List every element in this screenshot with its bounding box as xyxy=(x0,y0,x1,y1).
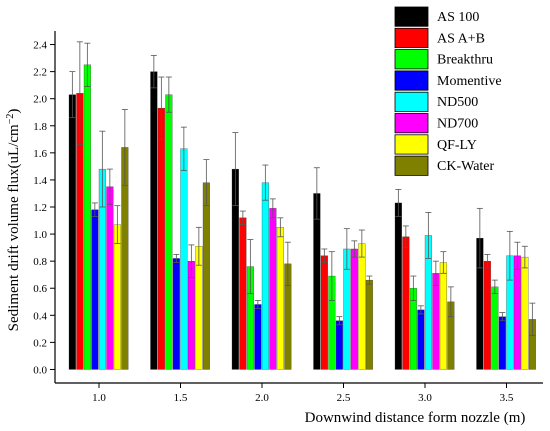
y-ticks: 0.0 0.2 0.4 0.6 0.8 1.0 1.2 1.4 1.6 1.8 2.0 2.2 2.4 xyxy=(33,40,55,376)
legend-swatch xyxy=(394,49,429,70)
bar-as-100 xyxy=(394,202,402,370)
bar-ck-water xyxy=(365,279,373,370)
legend-label: CK-Water xyxy=(437,159,495,174)
bar-as-100 xyxy=(150,71,158,370)
bar-qf-ly xyxy=(276,227,284,370)
legend-label: Breakthru xyxy=(437,53,493,68)
error-bars-layer xyxy=(69,41,536,337)
bar-nd700 xyxy=(350,248,358,370)
legend-label: QF-LY xyxy=(437,138,477,153)
y-tick-label: 0.8 xyxy=(33,256,47,268)
y-axis-label-close: ) xyxy=(6,109,22,114)
y-tick-label: 2.4 xyxy=(33,40,47,52)
bar-momentive xyxy=(254,304,262,370)
y-tick-label: 0.6 xyxy=(33,283,47,295)
bar-ck-water xyxy=(202,182,210,370)
bar-as-a-b xyxy=(157,108,165,370)
bar-as-a-b xyxy=(239,217,247,370)
bar-as-100 xyxy=(68,94,76,370)
y-tick-label: 1.0 xyxy=(33,229,47,241)
y-tick-label: 1.6 xyxy=(33,148,47,160)
y-tick-label: 2.0 xyxy=(33,94,47,106)
y-tick-label: 0.0 xyxy=(33,364,47,376)
bars-layer xyxy=(68,64,536,370)
legend-swatch xyxy=(394,113,429,134)
x-axis-label: Downwind distance form nozzle (m) xyxy=(305,410,526,426)
bar-breakthru xyxy=(165,94,173,370)
bar-nd700 xyxy=(432,273,440,370)
bar-as-a-b xyxy=(402,236,410,370)
y-tick-label: 0.4 xyxy=(33,310,47,322)
legend-label: Momentive xyxy=(437,74,502,89)
bar-breakthru xyxy=(491,286,499,370)
bar-nd700 xyxy=(269,208,277,370)
x-tick-label: 3.5 xyxy=(500,392,514,404)
x-ticks: 1.0 1.5 2.0 2.5 3.0 3.5 xyxy=(92,383,514,404)
bar-nd700 xyxy=(513,255,521,370)
bar-qf-ly xyxy=(439,262,447,370)
legend-swatch xyxy=(394,27,429,48)
bar-momentive xyxy=(498,316,506,370)
bar-momentive xyxy=(335,320,343,370)
legend-swatch xyxy=(394,134,429,155)
bar-momentive xyxy=(417,309,425,370)
legend-label: ND500 xyxy=(437,95,478,110)
legend-label: AS 100 xyxy=(437,10,479,25)
bar-as-a-b xyxy=(483,261,491,370)
legend-swatch xyxy=(394,70,429,91)
y-tick-label: 1.8 xyxy=(33,121,47,133)
x-tick-label: 1.0 xyxy=(92,392,106,404)
y-tick-label: 1.4 xyxy=(33,175,47,187)
legend: AS 100 AS A+B Breakthru Momentive ND500 ND700… xyxy=(394,6,502,176)
y-tick-label: 0.2 xyxy=(33,337,47,349)
bar-qf-ly xyxy=(113,224,121,370)
y-axis-label-main: Sediment drift volume flux(uL/cm xyxy=(6,124,22,331)
x-tick-label: 2.5 xyxy=(337,392,351,404)
bar-nd700 xyxy=(106,186,114,370)
bar-momentive xyxy=(91,209,99,370)
legend-swatch xyxy=(394,155,429,176)
legend-label: ND700 xyxy=(437,117,478,132)
x-tick-label: 3.0 xyxy=(418,392,432,404)
bar-momentive xyxy=(172,258,180,370)
legend-label: AS A+B xyxy=(437,31,485,46)
x-tick-label: 1.5 xyxy=(174,392,188,404)
legend-swatch xyxy=(394,91,429,112)
bar-nd500 xyxy=(261,182,269,370)
y-tick-label: 1.2 xyxy=(33,202,47,214)
x-tick-label: 2.0 xyxy=(255,392,269,404)
y-axis-label-exponent: −2 xyxy=(5,114,16,125)
legend-swatch xyxy=(394,6,429,27)
bar-breakthru xyxy=(83,64,91,370)
bar-nd500 xyxy=(180,148,188,370)
bar-qf-ly xyxy=(521,256,529,370)
bar-qf-ly xyxy=(358,243,366,370)
bar-as-a-b xyxy=(320,255,328,370)
bar-as-100 xyxy=(313,193,321,370)
y-tick-label: 2.2 xyxy=(33,67,47,79)
y-axis-label: Sediment drift volume flux(uL/cm−2) xyxy=(5,109,22,332)
